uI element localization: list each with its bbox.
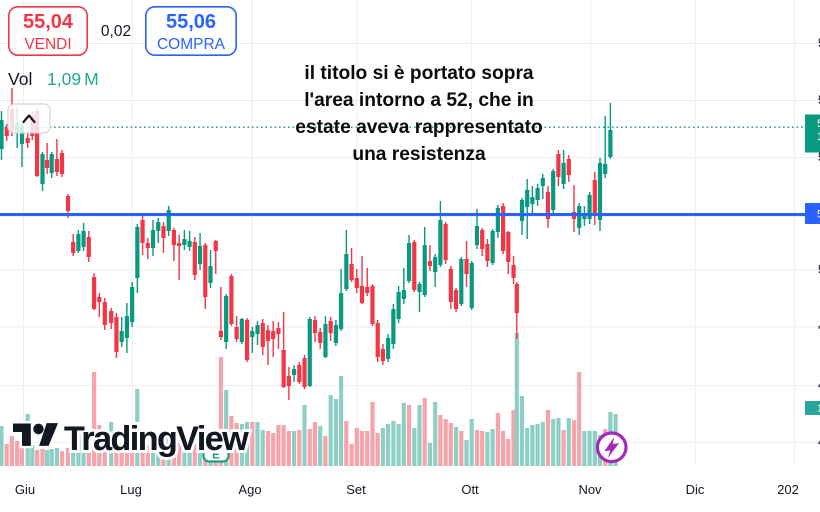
svg-text:55,0: 55,0	[817, 118, 820, 130]
svg-text:202: 202	[777, 482, 799, 497]
svg-text:COMPRA: COMPRA	[157, 36, 226, 53]
svg-text:44: 44	[818, 437, 820, 449]
svg-text:56: 56	[818, 95, 820, 107]
svg-text:46: 46	[818, 380, 820, 392]
svg-text:19:1: 19:1	[817, 131, 820, 143]
svg-text:48: 48	[818, 322, 820, 334]
svg-text:Nov: Nov	[578, 482, 602, 497]
svg-text:estate aveva rappresentato: estate aveva rappresentato	[295, 117, 542, 138]
svg-text:55,04: 55,04	[23, 11, 74, 33]
svg-text:55,06: 55,06	[166, 11, 216, 33]
svg-text:0,02: 0,02	[101, 23, 131, 40]
svg-text:50: 50	[818, 265, 820, 277]
svg-text:Ago: Ago	[238, 482, 261, 497]
svg-text:TradingView: TradingView	[64, 420, 249, 458]
svg-text:1,09M: 1,09 M	[47, 69, 99, 89]
svg-text:Giu: Giu	[15, 482, 35, 497]
svg-text:Ott: Ott	[461, 482, 479, 497]
svg-text:una resistenza: una resistenza	[352, 144, 486, 165]
svg-text:l'area intorno a 52, che in: l'area intorno a 52, che in	[304, 90, 534, 111]
svg-text:VENDI: VENDI	[24, 36, 71, 53]
svg-text:Lug: Lug	[120, 482, 142, 497]
svg-text:Dic: Dic	[686, 482, 705, 497]
svg-text:52,0: 52,0	[817, 209, 820, 221]
svg-text:58: 58	[818, 38, 820, 50]
svg-text:E: E	[212, 450, 220, 462]
svg-text:Set: Set	[346, 482, 366, 497]
svg-text:TradingView: TradingView	[64, 420, 249, 458]
svg-text:Vol: Vol	[8, 69, 32, 89]
svg-text:il titolo si è portato sopra: il titolo si è portato sopra	[304, 63, 534, 84]
svg-text:1,0: 1,0	[817, 404, 820, 415]
svg-text:54: 54	[818, 152, 820, 164]
